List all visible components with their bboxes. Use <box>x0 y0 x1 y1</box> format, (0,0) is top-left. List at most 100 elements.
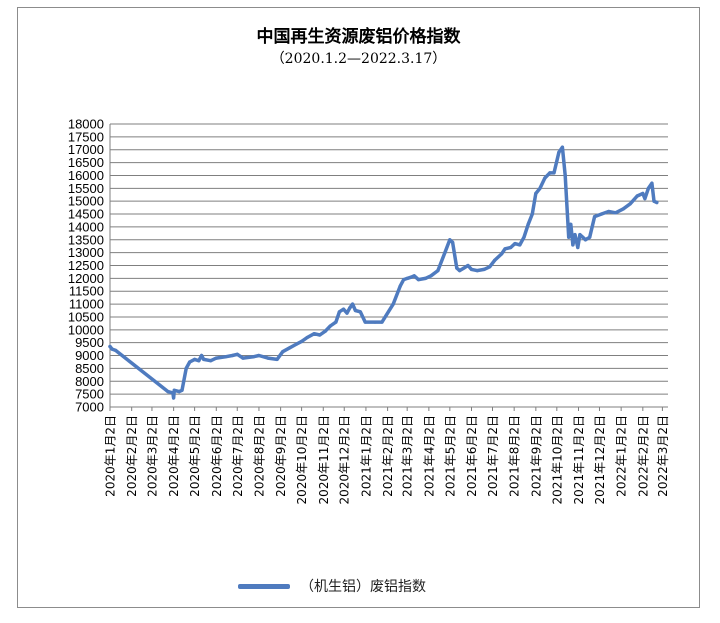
data-point <box>560 145 565 149</box>
y-tick-label: 18000 <box>68 117 104 132</box>
x-tick-label: 2020年2月2日 <box>125 415 139 497</box>
data-point <box>300 339 304 343</box>
x-tick-label: 2021年4月2日 <box>422 415 436 497</box>
data-point <box>571 243 575 247</box>
x-tick-label: 2022年2月2日 <box>636 415 650 497</box>
y-tick-label: 11000 <box>69 297 104 312</box>
data-point <box>443 251 447 255</box>
x-tick-label: 2021年8月2日 <box>508 415 522 497</box>
data-point <box>652 199 656 203</box>
x-tick-label: 2020年7月2日 <box>231 415 245 497</box>
data-point <box>429 274 433 278</box>
data-point <box>351 302 355 306</box>
data-point <box>402 278 406 282</box>
data-point <box>328 324 332 328</box>
data-point <box>526 222 530 226</box>
data-point <box>235 352 239 356</box>
y-tick-label: 10500 <box>68 309 104 324</box>
data-point <box>312 332 316 336</box>
data-point <box>423 276 427 280</box>
data-point <box>184 366 188 370</box>
data-point <box>373 320 377 324</box>
data-point <box>251 355 255 359</box>
data-point <box>650 181 654 185</box>
y-tick-label: 10000 <box>68 322 104 337</box>
data-point <box>448 238 452 242</box>
data-point <box>451 240 455 244</box>
data-point <box>503 247 507 251</box>
y-tick-label: 15500 <box>68 181 104 196</box>
x-tick-label: 2020年11月2日 <box>317 415 331 504</box>
y-tick-label: 17000 <box>68 142 104 157</box>
data-point <box>593 215 597 219</box>
y-tick-label: 17500 <box>68 129 104 144</box>
x-tick-label: 2021年3月2日 <box>401 415 415 497</box>
x-tick-label: 2021年10月2日 <box>550 415 564 504</box>
data-point <box>266 356 270 360</box>
x-tick-label: 2020年4月2日 <box>167 415 181 497</box>
data-point <box>583 238 588 242</box>
data-point <box>466 263 470 268</box>
y-tick-label: 14000 <box>68 219 104 234</box>
data-point <box>621 207 625 211</box>
legend-label: （机生铝）废铝指数 <box>300 579 426 595</box>
data-point <box>337 310 341 314</box>
data-point <box>513 242 517 246</box>
data-point <box>209 359 213 363</box>
data-point <box>202 357 206 361</box>
data-point <box>567 235 571 239</box>
chart-subtitle: （2020.1.2—2022.3.17） <box>270 51 447 67</box>
data-point <box>318 333 322 337</box>
y-tick-label: 12500 <box>68 258 104 273</box>
data-point <box>641 191 645 196</box>
y-tick-label: 16500 <box>68 155 104 170</box>
y-tick-label: 14500 <box>68 207 104 222</box>
x-tick-label: 2020年1月2日 <box>104 415 118 497</box>
x-tick-label: 2021年6月2日 <box>465 415 479 497</box>
data-point <box>635 194 639 198</box>
data-point <box>230 353 234 358</box>
data-point <box>341 307 346 311</box>
data-point <box>200 353 204 358</box>
data-point <box>600 212 604 216</box>
y-tick-label: 15000 <box>68 194 104 209</box>
data-point <box>488 265 492 269</box>
data-point <box>108 344 112 349</box>
data-point <box>172 396 176 400</box>
data-point <box>188 360 192 364</box>
data-point <box>646 186 651 190</box>
legend-swatch <box>238 583 290 589</box>
x-tick-label: 2020年9月2日 <box>274 415 288 497</box>
data-point <box>475 269 479 273</box>
data-point <box>391 302 395 306</box>
data-point <box>305 335 309 340</box>
data-point <box>275 357 279 361</box>
data-point <box>655 200 659 205</box>
data-point <box>363 320 367 324</box>
data-point <box>563 173 567 178</box>
data-point <box>180 388 184 392</box>
data-point <box>409 275 413 279</box>
data-point <box>166 390 170 394</box>
x-tick-label: 2021年7月2日 <box>486 415 500 497</box>
data-point <box>643 197 647 201</box>
series-line <box>108 145 659 400</box>
data-point <box>171 391 175 395</box>
y-tick-label: 13000 <box>68 245 104 260</box>
data-point <box>455 266 459 270</box>
data-point <box>353 308 357 313</box>
y-tick-label: 8000 <box>75 374 104 389</box>
y-tick-label: 7000 <box>75 400 104 415</box>
data-point <box>518 243 522 247</box>
data-point <box>281 350 285 354</box>
data-point <box>607 209 611 214</box>
data-point <box>398 284 402 288</box>
y-tick-label: 12000 <box>68 271 104 286</box>
data-point <box>380 320 384 324</box>
data-point <box>214 356 218 360</box>
data-point <box>348 306 352 310</box>
data-point <box>522 235 526 239</box>
data-point <box>578 233 582 237</box>
data-point <box>557 150 561 154</box>
data-point <box>538 186 542 190</box>
